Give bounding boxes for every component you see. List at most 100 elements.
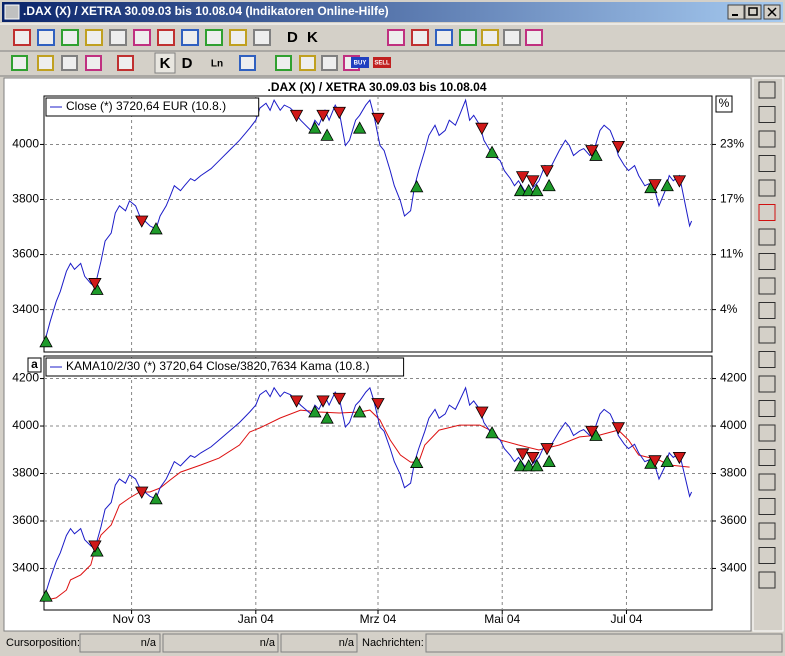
side-tool-button[interactable] (758, 204, 776, 221)
status-field (425, 633, 783, 653)
y-tick-label: 3800 (12, 466, 39, 480)
sell-button[interactable] (373, 57, 391, 68)
k-button[interactable]: K (160, 55, 171, 72)
side-tool-button[interactable] (758, 81, 776, 99)
toolbar-button[interactable] (525, 29, 543, 46)
k-toggle[interactable] (154, 52, 176, 74)
toolbar-d-button[interactable]: D (287, 29, 298, 46)
sell-signal (540, 443, 554, 456)
d-button[interactable]: D (182, 55, 193, 72)
buy-signal (513, 459, 528, 472)
toolbar-button[interactable] (85, 55, 102, 71)
side-tool-button[interactable] (758, 277, 776, 295)
buy-signal (90, 282, 104, 295)
toolbar-button[interactable] (109, 29, 127, 46)
sell-signal (371, 112, 385, 126)
side-tool-button[interactable] (758, 253, 776, 270)
side-tool-button[interactable] (758, 130, 776, 148)
sell-signal (88, 540, 102, 553)
x-tick-label: Jan 04 (238, 612, 274, 626)
toolbar-button[interactable] (411, 29, 429, 46)
toolbar-button[interactable] (117, 55, 134, 71)
toolbar-button[interactable] (387, 29, 405, 46)
kama-line (45, 409, 690, 601)
toolbar-button[interactable] (133, 29, 151, 46)
status-field (280, 633, 358, 653)
toolbar-button[interactable] (503, 29, 521, 46)
toolbar-button[interactable] (321, 55, 338, 71)
toolbar-button[interactable] (61, 29, 79, 46)
status-value: n/a (141, 637, 157, 649)
axis-unit: % (719, 96, 730, 110)
toolbar-button[interactable] (299, 55, 316, 71)
side-tool-button[interactable] (758, 375, 776, 393)
buy-signal (320, 411, 334, 424)
side-tool-button[interactable] (758, 498, 776, 515)
side-tool-button[interactable] (758, 400, 776, 417)
side-tool-button[interactable] (758, 449, 776, 466)
buy-signal (352, 405, 367, 418)
side-tool-button[interactable] (758, 106, 776, 123)
side-tool-button[interactable] (758, 522, 776, 540)
charts: 3400 3600 3800 4000 4% 11% 17% 23% Close (*) 372… (12, 95, 747, 626)
side-tool-button[interactable] (758, 424, 776, 442)
toolbar-button[interactable] (157, 29, 175, 46)
y2-tick-label: 3400 (720, 561, 747, 575)
status-field (162, 633, 279, 653)
side-tool-button[interactable] (758, 571, 776, 589)
toolbar-button[interactable] (205, 29, 223, 46)
ln-button[interactable]: Ln (211, 59, 223, 70)
toolbar-button[interactable] (61, 55, 78, 71)
toolbar-button[interactable] (459, 29, 477, 46)
side-tool-button[interactable] (758, 228, 776, 246)
window-title: .DAX (X) / XETRA 30.09.03 bis 10.08.04 (… (23, 4, 389, 18)
minimize-button[interactable] (727, 4, 745, 20)
side-tool-button[interactable] (758, 351, 776, 368)
side-tool-button[interactable] (758, 302, 776, 319)
toolbar-button[interactable] (435, 29, 453, 46)
app-icon[interactable] (4, 4, 20, 20)
status-value: n/a (339, 637, 355, 649)
side-tool-button[interactable] (758, 155, 776, 172)
legend-text: Close (*) 3720,64 EUR (10.8.) (66, 99, 226, 113)
toolbar-button[interactable] (11, 55, 28, 71)
y2-tick-label: 3800 (720, 466, 747, 480)
y2-tick-label: 4% (720, 302, 738, 316)
chart-title: .DAX (X) / XETRA 30.09.03 bis 10.08.04 (268, 80, 487, 94)
sell-signal (316, 395, 330, 408)
side-tool-button[interactable] (758, 473, 776, 491)
buy-signal (530, 183, 544, 197)
legend-text: KAMA10/2/30 (*) 3720,64 Close/3820,7634 … (66, 359, 370, 373)
toolbar-k-button[interactable]: K (307, 29, 318, 46)
toolbar-button[interactable] (229, 29, 247, 46)
title-bar (2, 2, 783, 22)
toolbar-button[interactable] (13, 29, 31, 46)
sell-signal (289, 395, 304, 408)
axis-unit-box (715, 95, 733, 113)
toolbar-button[interactable] (37, 29, 55, 46)
maximize-button[interactable] (744, 4, 762, 20)
sell-signal (332, 392, 346, 406)
y-tick-label: 3600 (12, 247, 39, 261)
x-tick-label: Mai 04 (484, 612, 520, 626)
sell-signal (135, 215, 149, 228)
side-tool-button[interactable] (758, 547, 776, 564)
toolbar-button[interactable] (275, 55, 292, 71)
side-tool-button[interactable] (758, 326, 776, 344)
toolbar-button[interactable] (481, 29, 499, 46)
toolbar-button[interactable] (239, 55, 256, 71)
buy-button[interactable] (351, 57, 369, 68)
buy-signal (660, 454, 674, 468)
legend-box (45, 357, 405, 377)
toolbar-button[interactable] (253, 29, 271, 46)
toolbar-button[interactable] (181, 29, 199, 46)
sell-signal (371, 398, 385, 411)
y-tick-label: 3400 (12, 302, 39, 316)
side-tool-button[interactable] (758, 179, 776, 197)
corner-box[interactable] (27, 357, 42, 373)
sell-signal (585, 425, 599, 439)
toolbar-button[interactable] (85, 29, 103, 46)
buy-signal (513, 183, 528, 197)
toolbar-button[interactable] (37, 55, 54, 71)
close-glyph (767, 7, 777, 17)
